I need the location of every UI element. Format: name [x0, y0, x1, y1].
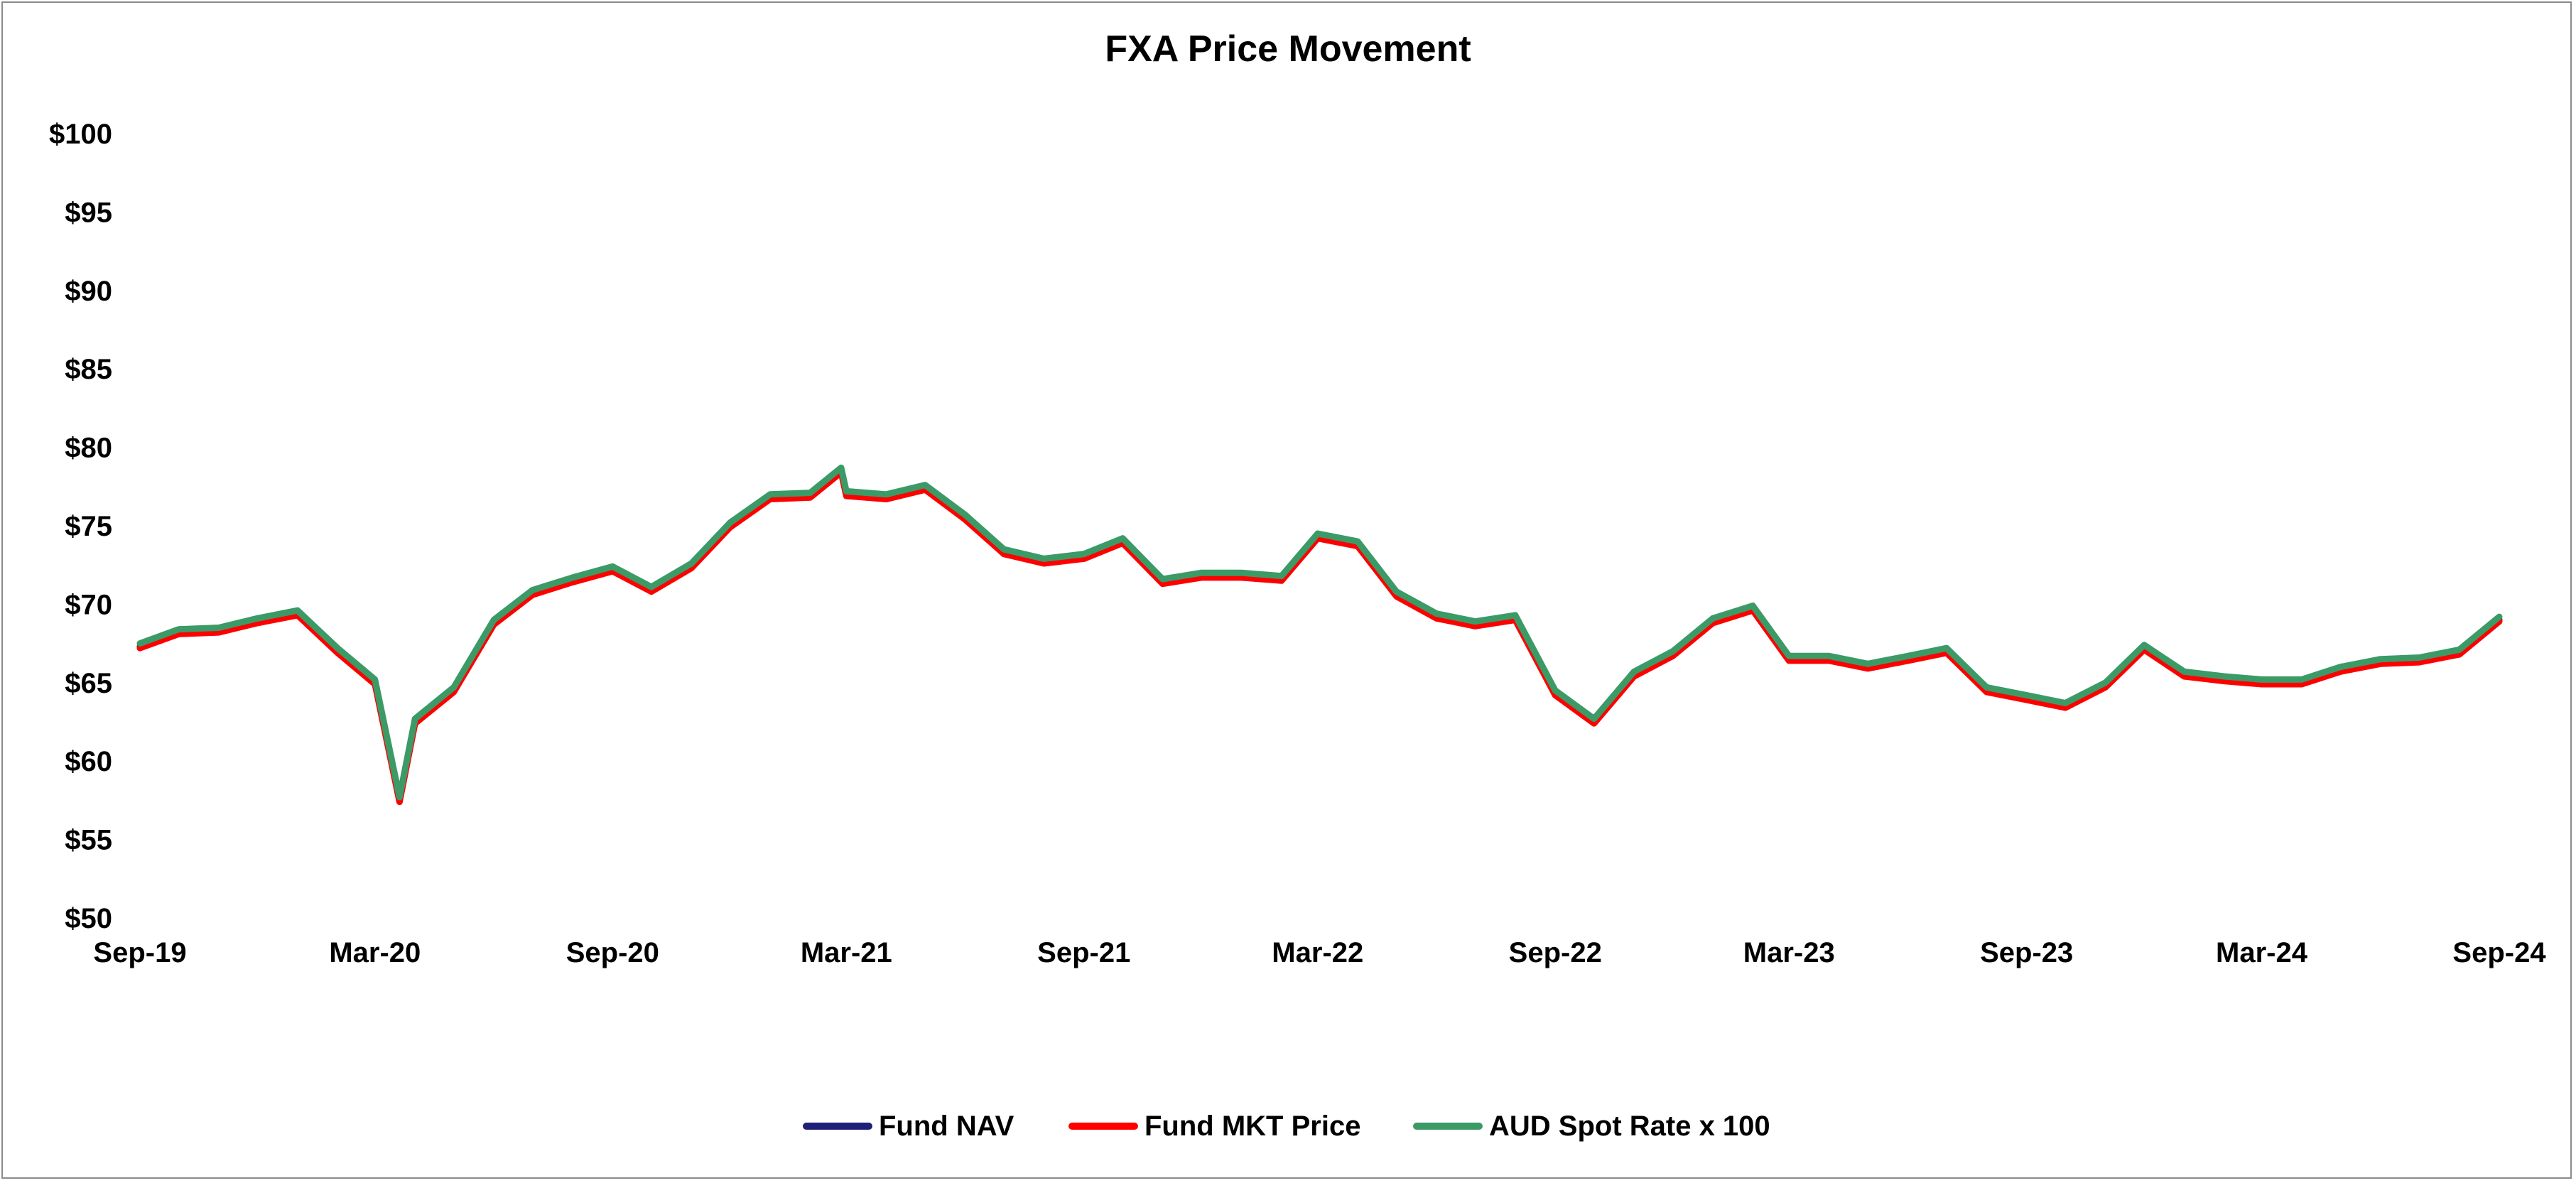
y-tick-label: $100 [49, 119, 112, 150]
y-tick-label: $85 [65, 354, 112, 385]
x-tick-label: Sep-21 [1037, 937, 1130, 968]
y-tick-label: $55 [65, 825, 112, 856]
x-tick-label: Mar-21 [801, 937, 892, 968]
x-axis-ticks: Sep-19 Mar-20 Sep-20 Mar-21 Sep-21 Mar-22 Sep-… [93, 937, 2546, 968]
chart-title: FXA Price Movement [1105, 28, 1471, 70]
series-line-fund-mkt-price [136, 469, 2503, 806]
x-tick-label: Mar-24 [2216, 937, 2308, 968]
legend-label: Fund MKT Price [1144, 1111, 1360, 1142]
series-line-aud-spot-rate-x-100 [136, 464, 2503, 801]
y-tick-label: $90 [65, 276, 112, 307]
legend-label: Fund NAV [879, 1111, 1014, 1142]
series-lines [136, 464, 2503, 806]
series-line-fund-nav [136, 468, 2503, 804]
x-tick-label: Sep-24 [2452, 937, 2546, 968]
x-tick-label: Sep-22 [1509, 937, 1602, 968]
y-tick-label: $95 [65, 197, 112, 228]
x-tick-label: Sep-23 [1980, 937, 2073, 968]
x-tick-label: Mar-22 [1272, 937, 1363, 968]
y-tick-label: $80 [65, 433, 112, 464]
y-tick-label: $75 [65, 511, 112, 542]
x-tick-label: Mar-23 [1743, 937, 1835, 968]
y-tick-label: $60 [65, 746, 112, 777]
y-tick-label: $50 [65, 903, 112, 934]
legend: Fund NAV Fund MKT Price AUD Spot Rate x 10… [803, 1111, 1770, 1142]
x-tick-label: Sep-20 [566, 937, 659, 968]
y-tick-label: $70 [65, 589, 112, 620]
y-axis-ticks: $50 $55 $60 $65 $70 $75 $80 $85 $90 $95 $100 [49, 119, 112, 934]
legend-label: AUD Spot Rate x 100 [1489, 1111, 1770, 1142]
y-tick-label: $65 [65, 668, 112, 699]
x-tick-label: Sep-19 [93, 937, 186, 968]
x-tick-label: Mar-20 [329, 937, 421, 968]
